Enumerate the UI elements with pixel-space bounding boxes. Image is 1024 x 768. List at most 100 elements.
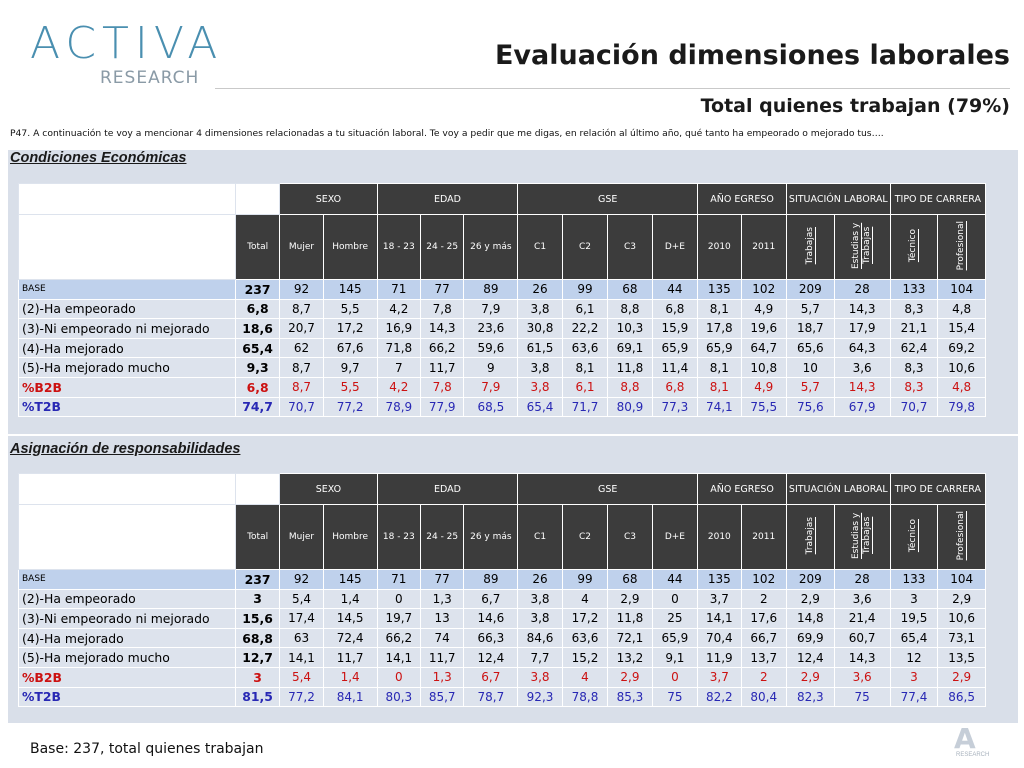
value-cell: 11,7	[419, 357, 465, 378]
value-cell: 14,1	[376, 647, 422, 668]
row-label: BASE	[18, 279, 236, 300]
value-cell: 8,8	[607, 298, 653, 320]
value-cell: 11,7	[419, 647, 465, 668]
value-cell: 6,1	[561, 376, 609, 398]
value-cell: 1,4	[322, 666, 378, 688]
value-cell: 75,6	[786, 396, 835, 418]
corner-cell	[18, 473, 236, 505]
row-label: (5)-Ha mejorado mucho	[18, 357, 236, 378]
column-header: Estudias y Trabajas	[833, 504, 891, 570]
value-cell: 63,6	[561, 337, 609, 359]
column-header: C2	[561, 214, 609, 280]
value-cell: 102	[740, 569, 788, 590]
corner-cell	[234, 473, 281, 505]
value-cell: 7,7	[517, 647, 563, 668]
value-cell: 28	[833, 279, 891, 300]
row-label: %T2B	[18, 396, 236, 418]
value-cell: 85,3	[607, 686, 653, 708]
value-cell: 66,7	[740, 627, 788, 649]
value-cell: 1,3	[419, 588, 465, 610]
value-cell: 3	[889, 666, 939, 688]
value-cell: 0	[651, 666, 699, 688]
column-header: Trabajas	[786, 214, 835, 280]
total-cell: 65,4	[234, 337, 281, 359]
table-row: %T2B 81,5 77,2 84,1 80,3 85,7 78,7 92,3 78,8 85,3…	[18, 686, 986, 708]
column-header-label: Profesional	[956, 510, 967, 561]
value-cell: 17,6	[740, 608, 788, 629]
column-header: C3	[607, 214, 653, 280]
value-cell: 7,9	[463, 376, 519, 398]
results-table-2: SEXO EDAD GSE AÑO EGRESO SITUACIÓN LABORAL TI…	[18, 473, 987, 708]
value-cell: 65,9	[697, 337, 742, 359]
value-cell: 77,9	[419, 396, 465, 418]
value-cell: 133	[889, 569, 939, 590]
column-header: 26 y más	[463, 214, 519, 280]
value-cell: 67,6	[322, 337, 378, 359]
value-cell: 84,6	[517, 627, 563, 649]
value-cell: 6,1	[561, 298, 609, 320]
value-cell: 62	[279, 337, 324, 359]
value-cell: 89	[463, 569, 519, 590]
logo-subtext: RESEARCH	[100, 68, 200, 88]
value-cell: 73,1	[937, 627, 986, 649]
value-cell: 8,7	[279, 357, 324, 378]
value-cell: 5,4	[279, 588, 324, 610]
value-cell: 104	[937, 279, 986, 300]
value-cell: 68	[607, 279, 653, 300]
value-cell: 78,8	[561, 686, 609, 708]
value-cell: 4,2	[376, 376, 422, 398]
value-cell: 8,3	[889, 357, 939, 378]
row-label: %T2B	[18, 686, 236, 708]
value-cell: 11,4	[651, 357, 699, 378]
value-cell: 60,7	[833, 627, 891, 649]
column-header: 24 - 25	[419, 504, 465, 570]
value-cell: 5,4	[279, 666, 324, 688]
value-cell: 14,3	[833, 298, 891, 320]
row-label: %B2B	[18, 376, 236, 398]
watermark-letter: A	[954, 722, 976, 755]
value-cell: 74,1	[697, 396, 742, 418]
value-cell: 3,6	[833, 357, 891, 378]
value-cell: 63	[279, 627, 324, 649]
value-cell: 21,1	[889, 318, 939, 339]
total-cell: 18,6	[234, 318, 281, 339]
value-cell: 102	[740, 279, 788, 300]
value-cell: 5,7	[786, 376, 835, 398]
value-cell: 2,9	[607, 588, 653, 610]
column-header: C3	[607, 504, 653, 570]
value-cell: 92	[279, 279, 324, 300]
column-header-label: Técnico	[908, 228, 919, 263]
value-cell: 7,9	[463, 298, 519, 320]
table-row: (2)-Ha empeorado 6,8 8,7 5,5 4,2 7,8 7,9 3,8 6,1…	[18, 298, 986, 320]
value-cell: 71	[376, 279, 422, 300]
value-cell: 72,4	[322, 627, 378, 649]
column-header: Trabajas	[786, 504, 835, 570]
value-cell: 62,4	[889, 337, 939, 359]
row-label: (4)-Ha mejorado	[18, 337, 236, 359]
value-cell: 6,7	[463, 588, 519, 610]
value-cell: 6,8	[651, 298, 699, 320]
value-cell: 145	[322, 279, 378, 300]
value-cell: 7	[376, 357, 422, 378]
value-cell: 65,6	[786, 337, 835, 359]
corner-cell	[234, 183, 281, 215]
value-cell: 77,2	[322, 396, 378, 418]
corner-cell	[18, 183, 236, 215]
value-cell: 75,5	[740, 396, 788, 418]
column-header: Técnico	[889, 504, 939, 570]
results-table-1: SEXO EDAD GSE AÑO EGRESO SITUACIÓN LABORAL TI…	[18, 183, 987, 418]
column-header: C1	[517, 214, 563, 280]
value-cell: 99	[561, 279, 609, 300]
total-cell: 12,7	[234, 647, 281, 668]
value-cell: 67,9	[833, 396, 891, 418]
column-header: 2011	[740, 504, 788, 570]
value-cell: 14,3	[833, 376, 891, 398]
total-cell: 6,8	[234, 376, 281, 398]
column-header: Mujer	[279, 214, 324, 280]
value-cell: 16,9	[376, 318, 422, 339]
value-cell: 13,7	[740, 647, 788, 668]
value-cell: 5,7	[786, 298, 835, 320]
value-cell: 59,6	[463, 337, 519, 359]
total-cell: 6,8	[234, 298, 281, 320]
value-cell: 23,6	[463, 318, 519, 339]
